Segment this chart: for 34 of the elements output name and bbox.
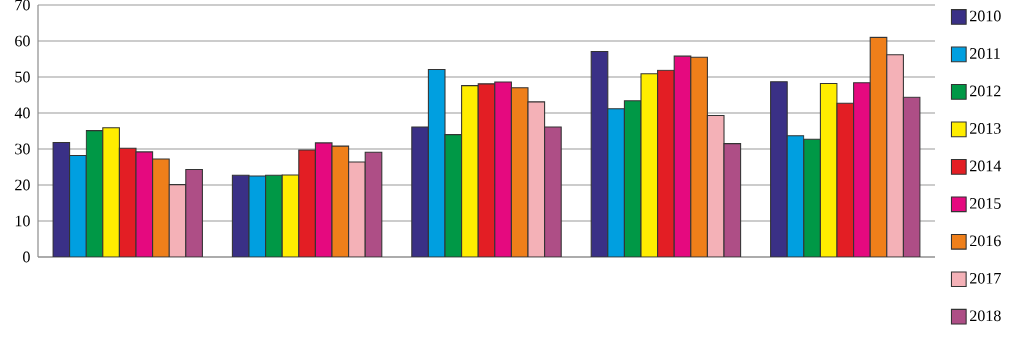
legend-label: 2015: [970, 197, 1001, 209]
bar: [657, 69, 675, 257]
bar: [477, 83, 496, 257]
bar: [869, 36, 888, 257]
legend-label: 2010: [970, 10, 1001, 22]
legend-label: 2012: [970, 85, 1001, 97]
bar: [265, 174, 283, 257]
legend-label: 2013: [970, 123, 1001, 134]
y-tick-label: 20: [15, 179, 30, 191]
bar: [461, 85, 479, 257]
bar: [510, 87, 529, 257]
bar: [803, 138, 821, 257]
y-tick-label: 10: [15, 215, 30, 227]
bar: [640, 73, 659, 257]
legend-label: 2011: [970, 48, 1000, 59]
bar: [427, 68, 446, 257]
y-tick-label: 40: [14, 107, 30, 119]
legend-label: 2014: [970, 160, 1002, 172]
bar: [102, 127, 120, 257]
y-tick-label: 60: [15, 35, 30, 47]
legend-label: 2018: [970, 310, 1001, 322]
y-tick-label: 70: [15, 0, 30, 11]
y-tick-label: 50: [15, 71, 30, 83]
bar: [623, 100, 642, 257]
bar: [298, 149, 316, 257]
bar: [607, 108, 625, 257]
legend-label: 2016: [970, 235, 1001, 247]
y-tick-label: 30: [15, 143, 30, 155]
bar: [152, 158, 170, 257]
bar: [690, 56, 708, 257]
bar: [819, 82, 838, 257]
bar: [69, 154, 87, 257]
legend-label: 2017: [970, 272, 1001, 284]
y-tick-label: 0: [23, 251, 30, 263]
